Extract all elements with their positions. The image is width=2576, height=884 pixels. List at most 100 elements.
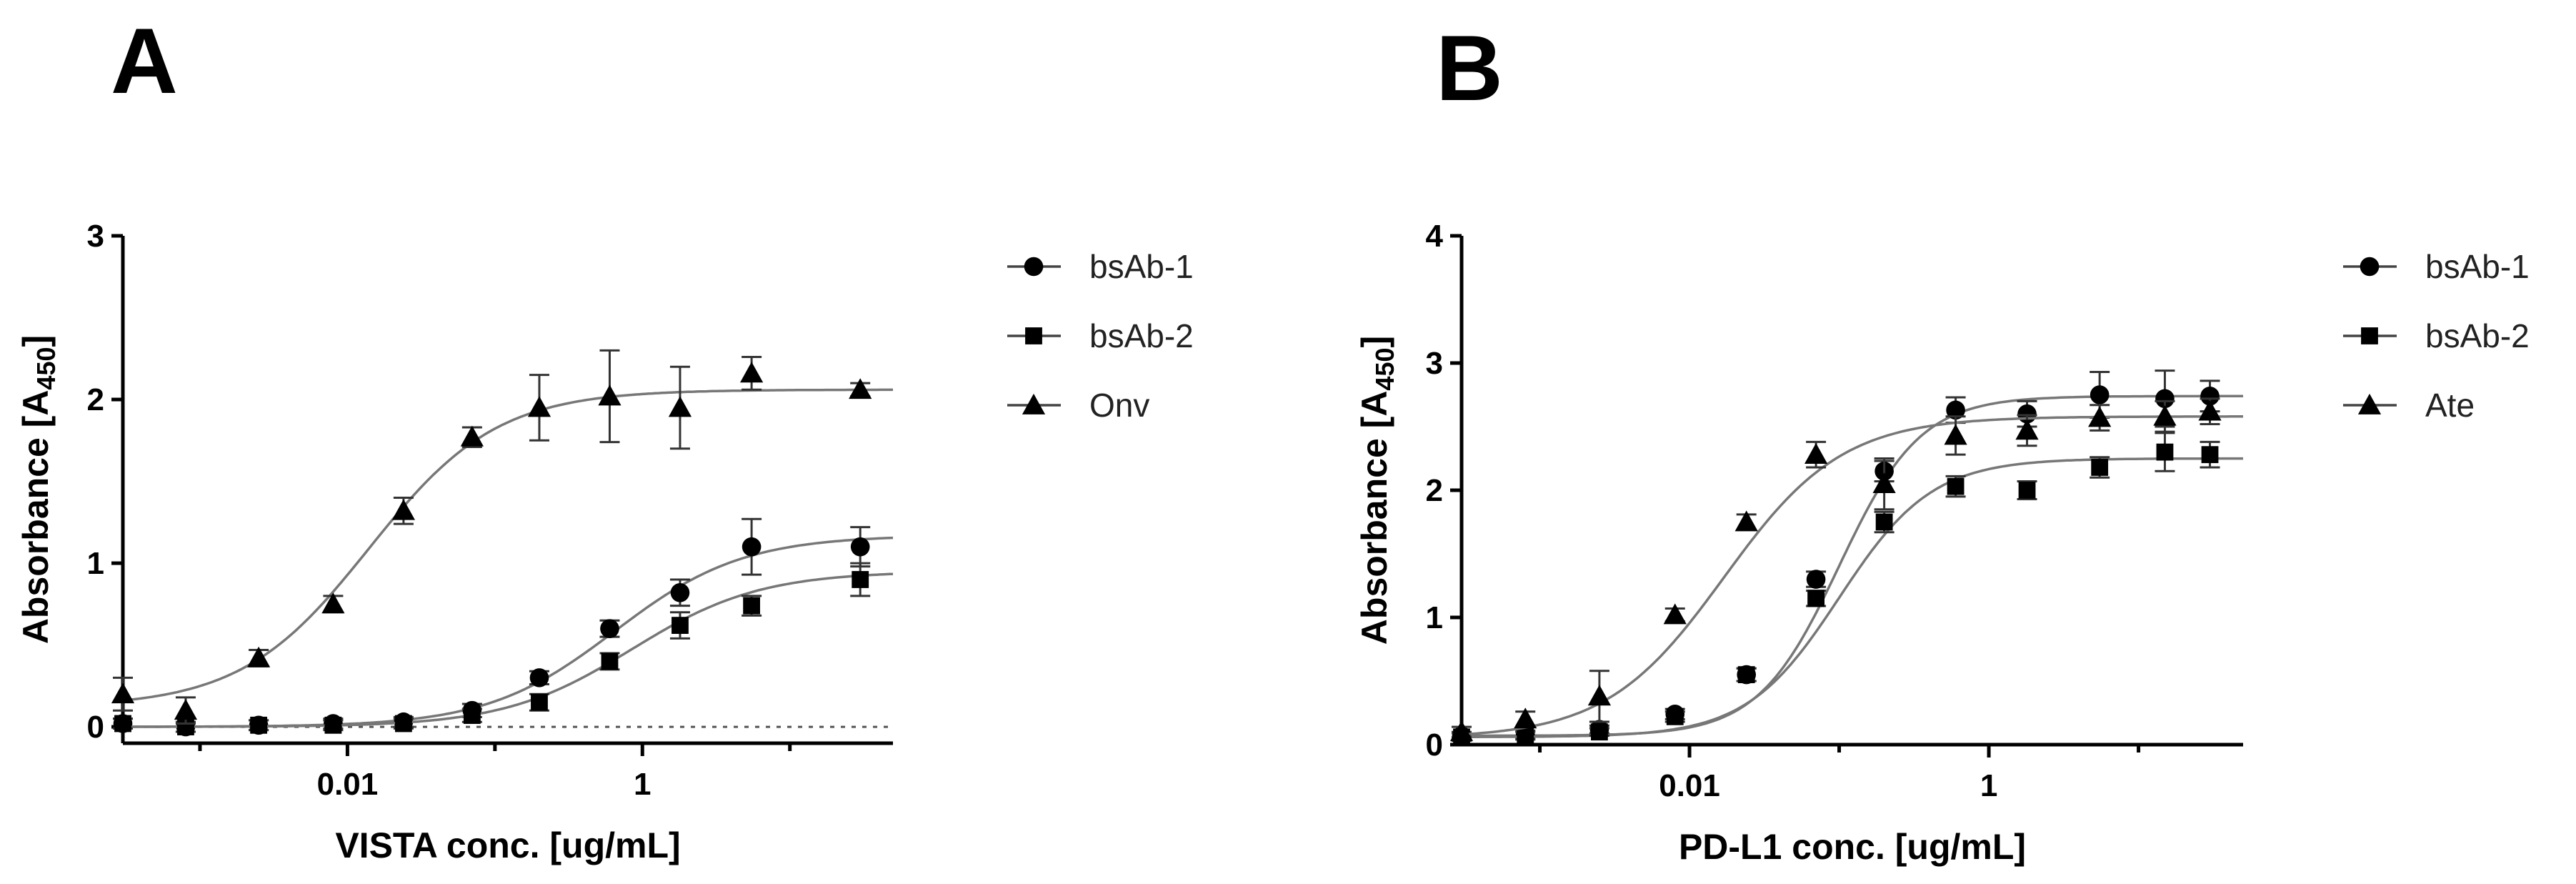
data-point [246, 646, 271, 667]
data-point [1875, 513, 1893, 531]
y-tick-label: 1 [87, 546, 104, 581]
data-point [2090, 385, 2110, 404]
data-point [1734, 510, 1758, 532]
data-point [598, 384, 621, 406]
panel-label: B [1436, 16, 1503, 120]
data-point [321, 592, 345, 614]
data-point [850, 537, 870, 557]
x-axis-title: VISTA conc. [ug/mL] [335, 825, 680, 865]
data-point [740, 362, 764, 383]
panel-a: A 0 1 2 3 0.01 1 VISTA conc. [ug/mL] Absorbance … [16, 9, 1194, 865]
series-square [1452, 432, 2243, 746]
y-axis-title-main: Absorbance [A [16, 390, 56, 645]
legend-label: bsAb-1 [1089, 248, 1194, 285]
data-point [1666, 707, 1684, 725]
data-point [2153, 404, 2177, 426]
data-point [1806, 570, 1826, 589]
legend-marker [2360, 257, 2380, 277]
data-point [742, 537, 762, 557]
y-axis-title-close: ] [1354, 336, 1394, 348]
data-point [324, 716, 342, 734]
data-point [2156, 443, 2174, 461]
data-point [1449, 720, 1474, 742]
data-point [600, 619, 619, 638]
data-point [531, 693, 548, 711]
legend-label: Onv [1089, 387, 1149, 424]
legend-marker [1022, 393, 1046, 414]
y-tick-label: 2 [1426, 473, 1443, 508]
data-point [1517, 727, 1534, 745]
y-axis-title: Absorbance [A450] [1354, 336, 1399, 645]
data-point [2015, 419, 2039, 440]
y-axis-title-subscript: 450 [31, 347, 61, 389]
data-point [1947, 477, 1965, 495]
data-point [1872, 472, 1896, 493]
data-point [394, 715, 412, 732]
x-tick-label: 1 [1980, 768, 1997, 803]
data-point [2088, 406, 2112, 427]
y-tick-label: 3 [87, 219, 104, 254]
series-triangle [1449, 397, 2243, 742]
y-axis-title-close: ] [16, 335, 56, 347]
series-square [113, 562, 894, 735]
data-point [391, 499, 415, 520]
fit-curve [1462, 394, 2243, 738]
data-point [2018, 482, 2036, 499]
data-point [527, 396, 551, 417]
data-point [463, 707, 481, 724]
data-point [1946, 400, 1965, 420]
y-axis-title: Absorbance [A450] [16, 335, 61, 644]
series-triangle [111, 349, 893, 725]
data-point [1807, 590, 1825, 607]
x-axis-title: PD-L1 conc. [ug/mL] [1679, 827, 2026, 867]
data-point [670, 582, 690, 602]
panel-b: B 0 1 2 3 4 0.01 1 PD-L1 conc. [ug/mL] Absorbance… [1354, 16, 2530, 867]
data-point [2200, 386, 2220, 406]
series-circle [1452, 369, 2243, 745]
y-tick-label: 1 [1426, 600, 1443, 635]
data-point [1514, 707, 1537, 729]
data-point [849, 378, 872, 399]
y-tick-label: 0 [87, 710, 104, 745]
data-point [1944, 424, 1967, 445]
data-point [672, 617, 689, 634]
data-point [668, 396, 692, 417]
data-point [529, 668, 549, 687]
fit-curve [1462, 457, 2243, 738]
y-tick-label: 3 [1426, 346, 1443, 381]
data-point [250, 716, 267, 734]
x-tick-label: 0.01 [317, 767, 379, 802]
data-point [2198, 399, 2222, 421]
series-circle [113, 517, 894, 737]
fit-curve [123, 572, 894, 728]
legend-label: bsAb-2 [1089, 317, 1194, 354]
legend-label: Ate [2425, 387, 2475, 424]
y-axis-title-main: Absorbance [A [1354, 391, 1394, 645]
x-tick-label: 1 [634, 767, 651, 802]
data-point [2155, 389, 2175, 409]
y-axis-title-subscript: 450 [1370, 347, 1399, 390]
data-point [1587, 685, 1612, 706]
data-point [852, 571, 869, 588]
data-point [2201, 446, 2219, 464]
legend-marker [2361, 327, 2378, 344]
data-point [743, 597, 761, 615]
data-point [1591, 723, 1608, 741]
legend-marker [1024, 257, 1044, 277]
panel-label: A [111, 9, 178, 113]
fit-curve [1461, 415, 2243, 736]
data-point [111, 682, 135, 704]
y-tick-label: 2 [87, 382, 104, 417]
x-tick-label: 0.01 [1659, 768, 1720, 803]
data-point [174, 699, 198, 720]
data-point [601, 652, 619, 670]
data-point [1804, 443, 1828, 465]
data-point [1737, 666, 1755, 683]
fit-curve [123, 536, 894, 728]
legend-label: bsAb-2 [2425, 317, 2530, 354]
y-tick-label: 4 [1426, 219, 1444, 254]
legend-marker [2357, 393, 2382, 414]
data-point [1663, 603, 1687, 625]
legend-label: bsAb-1 [2425, 248, 2530, 285]
